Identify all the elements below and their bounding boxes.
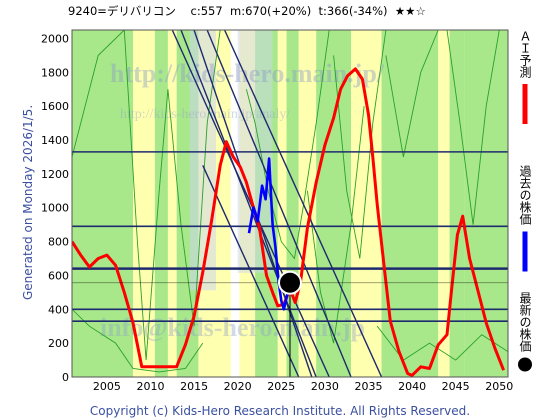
y-tick-label: 2000: [41, 32, 69, 45]
plot-frame: [71, 29, 509, 378]
band-zone: [438, 30, 450, 377]
band-zone: [298, 30, 317, 377]
band-zone: [449, 30, 465, 377]
x-tick-label: 2015: [180, 380, 208, 393]
x-tick-label: 2035: [354, 380, 382, 393]
y-tick-label: 800: [48, 236, 69, 249]
legend-swatch-line: [522, 84, 528, 124]
envelope-line: [385, 30, 439, 158]
y-tick-label: 600: [48, 269, 69, 282]
watermark-url-small: http://kids-hero.main.jp/analy/: [120, 107, 290, 122]
current-price: c:557: [190, 4, 223, 18]
legend-label: ＡＩ予測: [518, 30, 532, 79]
band-zone: [154, 30, 168, 377]
mid-price: m:670(+20%): [230, 4, 312, 18]
y-tick-label: 400: [48, 303, 69, 316]
y-tick-label: 200: [48, 337, 69, 350]
trend-line: [180, 30, 317, 377]
y-tick-label: 1200: [41, 168, 69, 181]
x-tick-label: 2010: [136, 380, 164, 393]
rating-stars: ★★☆: [394, 4, 426, 18]
watermark-url: http://kids-hero.main.jp/: [110, 59, 385, 88]
generated-date: Generated on Monday 2026/1/5.: [21, 104, 35, 300]
envelope-line: [306, 106, 365, 344]
trend-line: [223, 30, 383, 377]
latest-price-marker: [278, 270, 302, 295]
envelope-line: [446, 30, 500, 225]
x-tick-label: 2045: [442, 380, 470, 393]
x-tick-label: 2005: [93, 380, 121, 393]
target-price: t:366(-34%): [318, 4, 388, 18]
band-zone: [133, 30, 155, 377]
y-tick-label: 1800: [41, 66, 69, 79]
y-tick-label: 1000: [41, 202, 69, 215]
y-tick-label: 1600: [41, 100, 69, 113]
trend-line: [202, 165, 300, 377]
legend-label: 最新の株価: [518, 292, 532, 352]
y-tick-label: 0: [62, 371, 69, 384]
x-tick-label: 2030: [311, 380, 339, 393]
trend-line: [206, 30, 352, 377]
x-tick-label: 2050: [485, 380, 513, 393]
envelope-line: [333, 30, 387, 259]
band-zone: [167, 30, 177, 377]
copyright-footer: Copyright (c) Kids-Hero Research Institu…: [89, 404, 471, 418]
x-tick-label: 2040: [398, 380, 426, 393]
band-zone: [316, 30, 352, 377]
legend-swatch-circle: [518, 357, 532, 372]
envelope-line: [72, 30, 221, 361]
x-tick-label: 2020: [224, 380, 252, 393]
watermark-mail: info@kids-hero.main.jp: [100, 313, 365, 342]
band-zone: [277, 30, 287, 377]
stock-title: 9240=デリバリコン: [68, 4, 176, 18]
chart-header: 9240=デリバリコン c:557 m:670(+20%) t:366(-34%…: [68, 3, 426, 19]
envelope-line: [72, 308, 204, 373]
legend-swatch-line: [522, 231, 528, 272]
band-shade: [189, 30, 216, 291]
series-ai-forecast: [72, 67, 505, 377]
y-tick-label: 1400: [41, 134, 69, 147]
legend-label: 過去の株価: [518, 165, 532, 225]
x-tick-label: 2025: [267, 380, 295, 393]
envelope-line: [245, 30, 330, 260]
